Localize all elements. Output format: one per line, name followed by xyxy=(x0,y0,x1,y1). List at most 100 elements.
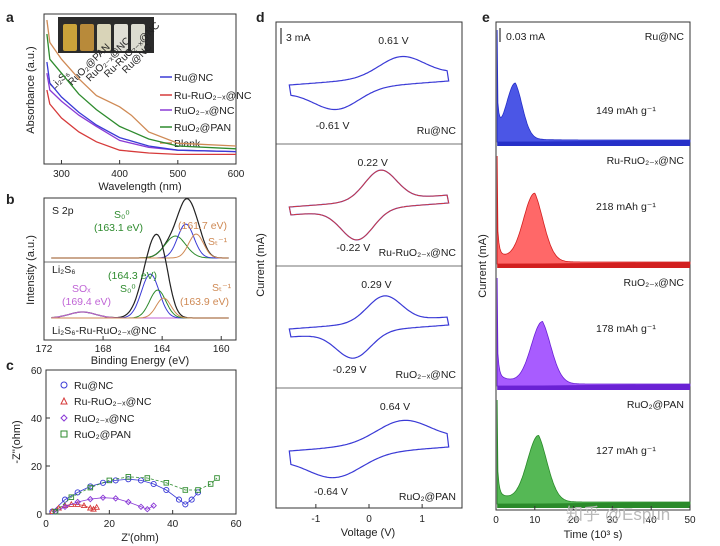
nucleation-sample-label: Ru@NC xyxy=(645,31,685,43)
nyquist-point-rux xyxy=(150,502,157,509)
nyquist-point-pan xyxy=(214,475,220,481)
nyquist-point-pan xyxy=(163,480,170,486)
nyquist-point-rurux xyxy=(93,503,101,510)
b-st-lower: Sₜ⁻¹ xyxy=(212,282,232,294)
panel-b-xtick-label: 168 xyxy=(95,344,112,355)
panel-a-letter: a xyxy=(6,9,14,25)
nyquist-point-pan xyxy=(87,484,94,491)
nyquist-point-ru xyxy=(182,501,189,508)
legend-c-pan: RuO₂@PAN xyxy=(74,429,131,441)
b-st-lower-ev: (163.9 eV) xyxy=(180,296,229,308)
legend-c-ru-marker xyxy=(60,381,68,389)
cv-peak-label-reduction: -0.22 V xyxy=(336,242,370,254)
panel-d-letter: d xyxy=(256,9,265,25)
panel-d-ylabel: Current (mA) xyxy=(255,233,267,297)
nyquist-fit-ru-nc xyxy=(52,478,199,512)
panel-b-xlabel: Binding Energy (eV) xyxy=(91,355,189,367)
panel-d-xtick-label: 0 xyxy=(366,514,372,525)
cv-sample-label: Ru-RuO₂₋ₓ@NC xyxy=(379,247,457,259)
panel-c-ylabel: -Z''(ohm) xyxy=(11,420,23,463)
nyquist-point-ru xyxy=(175,496,183,503)
nucleation-sample-label: RuO₂₋ₓ@NC xyxy=(624,277,685,289)
cv-sample-label: RuO₂@PAN xyxy=(399,491,456,503)
absorbance-line-ru-nc xyxy=(46,61,237,153)
cv-sample-label: RuO₂₋ₓ@NC xyxy=(396,369,457,381)
b-s0-lower: S₀⁰ xyxy=(120,283,136,295)
nucleation-capacity-label: 149 mAh g⁻¹ xyxy=(596,105,656,117)
panel-c-ytick-label: 20 xyxy=(31,462,43,473)
legend-c-rurux: Ru-RuO₂₋ₓ@NC xyxy=(74,396,152,408)
nucleation-area-ruo2-pan xyxy=(496,399,691,505)
panel-c-ytick-label: 0 xyxy=(36,510,42,521)
nucleation-area-ru-nc xyxy=(496,29,691,143)
legend-a-rurux: Ru-RuO₂₋ₓ@NC xyxy=(174,90,252,102)
absorbance-line-blank xyxy=(46,19,237,147)
panel-c-xtick-label: 60 xyxy=(230,519,242,530)
panel-a-xtick-label: 600 xyxy=(228,169,245,180)
nyquist-point-rux xyxy=(144,505,151,513)
nyquist-point-pan xyxy=(68,494,75,500)
nucleation-capacity-label: 218 mAh g⁻¹ xyxy=(596,201,656,213)
panel-b-ticks: 172 168 164 160 xyxy=(36,336,230,355)
panel-a-xtick-label: 300 xyxy=(53,169,70,180)
panel-a-xtick-label: 400 xyxy=(111,169,128,180)
panel-a-xtick-label: 500 xyxy=(169,169,186,180)
panel-c-ytick-label: 40 xyxy=(31,414,43,425)
panel-c-xtick-label: 0 xyxy=(43,519,49,530)
panel-c-points xyxy=(48,474,220,515)
vial-photo xyxy=(58,17,154,53)
panel-e-xtick-label: 50 xyxy=(684,515,696,526)
b-st-upper: Sₜ⁻¹ xyxy=(208,236,228,248)
nyquist-point-rux xyxy=(74,498,81,506)
panel-e-scale-label: 0.03 mA xyxy=(506,31,545,43)
nyquist-point-pan xyxy=(144,475,151,481)
nyquist-point-rux xyxy=(112,495,119,502)
nyquist-point-ru xyxy=(99,479,107,486)
panel-c-ytick-label: 60 xyxy=(31,366,43,377)
nyquist-point-ru xyxy=(188,496,195,503)
panel-a-ylabel: Absorbance (a.u.) xyxy=(25,46,37,133)
panel-d-labels: 0.61 V -0.61 V Ru@NC 0.22 V -0.22 V Ru-RuO₂₋ₓ… xyxy=(314,35,456,503)
absorbance-line-ruo2-pan xyxy=(46,33,237,150)
b-s0-lower-ev: (164.3 eV) xyxy=(108,270,157,282)
panel-d-xtick-label: 1 xyxy=(419,514,425,525)
panel-a-ticks: 300 400 500 600 xyxy=(53,160,245,180)
panel-d-xlabel: Voltage (V) xyxy=(341,527,395,539)
cv-loop-ruo2-pan xyxy=(288,419,450,479)
panel-b-curves xyxy=(51,197,229,319)
nyquist-point-ru xyxy=(150,480,157,488)
nucleation-baseline-ru-ruo2-x-nc xyxy=(497,262,690,268)
nucleation-sample-label: Ru-RuO₂₋ₓ@NC xyxy=(607,155,685,167)
nucleation-capacity-label: 178 mAh g⁻¹ xyxy=(596,323,656,335)
cv-peak-label-oxidation: 0.64 V xyxy=(380,401,410,413)
panel-e-letter: e xyxy=(482,9,490,25)
cv-loop-ruo2-x-nc xyxy=(288,295,450,359)
panel-e-xtick-label: 10 xyxy=(529,515,541,526)
panel-c-legend: Ru@NC Ru-RuO₂₋ₓ@NC RuO₂₋ₓ@NC RuO₂@PAN xyxy=(60,380,152,441)
nyquist-point-rux xyxy=(137,503,145,511)
panel-d-ticks: -1 0 1 xyxy=(311,504,425,525)
panel-d-scale-label: 3 mA xyxy=(286,32,311,44)
nyquist-point-pan xyxy=(207,481,214,487)
b-sox: SOₓ xyxy=(72,283,91,295)
panel-c-xtick-label: 40 xyxy=(167,519,179,530)
panel-e-xlabel: Time (10³ s) xyxy=(564,529,623,541)
b-sox-ev: (169.4 eV) xyxy=(62,296,111,308)
panel-b-frame xyxy=(43,197,237,341)
cv-loop-overlay-ru-ruo2-x-nc xyxy=(288,169,450,241)
b-lower-sample: Li₂S₆-Ru-RuO₂₋ₓ@NC xyxy=(52,325,157,337)
legend-c-ru: Ru@NC xyxy=(74,380,114,392)
panel-b-xtick-label: 160 xyxy=(213,344,230,355)
legend-c-rux-marker xyxy=(60,414,68,422)
nucleation-baseline-ru-nc xyxy=(497,140,690,146)
nucleation-area-ruo2-x-nc xyxy=(496,277,691,387)
panel-e-labels: 149 mAh g⁻¹ Ru@NC 218 mAh g⁻¹ Ru-RuO₂₋ₓ@NC 1… xyxy=(596,31,684,457)
nyquist-point-pan xyxy=(182,487,189,493)
xps-fit-s0-li2s6 xyxy=(51,235,229,259)
panel-a-legend: Ru@NC Ru-RuO₂₋ₓ@NC RuO₂₋ₓ@NC RuO₂@PAN Bl… xyxy=(160,72,252,150)
nucleation-sample-label: RuO₂@PAN xyxy=(627,399,684,411)
panel-c-letter: c xyxy=(6,357,14,373)
cv-peak-label-oxidation: 0.22 V xyxy=(358,157,388,169)
cv-peak-label-oxidation: 0.61 V xyxy=(378,35,408,47)
